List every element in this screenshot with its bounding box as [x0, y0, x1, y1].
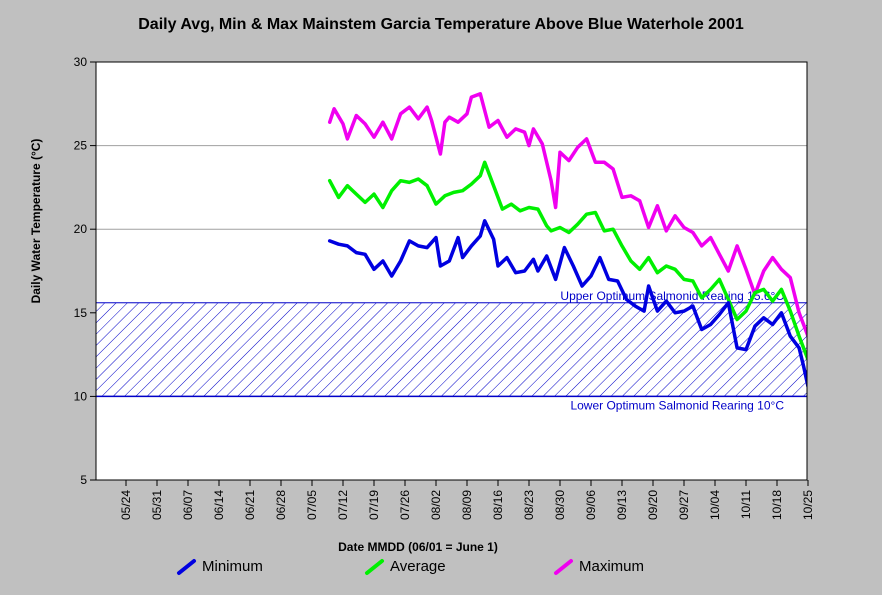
x-axis-label: Date MMDD (06/01 = June 1): [338, 540, 498, 554]
y-tick-label-5: 5: [80, 473, 87, 487]
x-tick-label: 07/26: [398, 490, 412, 520]
x-tick-label: 05/24: [119, 490, 133, 520]
x-tick-label: 06/14: [212, 490, 226, 520]
x-tick-label: 06/07: [181, 490, 195, 520]
x-tick-label: 08/30: [553, 490, 567, 520]
x-tick-label: 10/04: [708, 490, 722, 520]
x-tick-label: 10/25: [801, 490, 815, 520]
y-tick-label-25: 25: [74, 139, 88, 153]
legend-swatch-average: [365, 559, 384, 575]
plot-frame: [95, 61, 808, 481]
x-tick-label: 10/18: [770, 490, 784, 520]
series-line-minimum: [327, 219, 807, 388]
x-tick-label: 06/21: [243, 490, 257, 520]
legend-swatch-maximum: [554, 559, 573, 575]
x-tick-label: 07/12: [336, 490, 350, 520]
x-tick-label: 08/09: [460, 490, 474, 520]
x-tick-label: 09/13: [615, 490, 629, 520]
series-line-average: [327, 160, 807, 362]
plot-background: [96, 62, 807, 480]
x-tick-label: 05/31: [150, 490, 164, 520]
y-tick-label-15: 15: [74, 306, 88, 320]
x-tick-label: 09/27: [677, 490, 691, 520]
x-tick-label: 06/28: [274, 490, 288, 520]
x-tick-label: 07/05: [305, 490, 319, 520]
legend-label-minimum: Minimum: [202, 558, 263, 575]
series-line-maximum: [327, 92, 807, 338]
y-tick-label-30: 30: [74, 55, 88, 69]
y-tick-label-20: 20: [74, 222, 88, 236]
legend-label-maximum: Maximum: [579, 558, 645, 575]
y-tick-label-10: 10: [74, 389, 88, 403]
legend-swatch-minimum: [177, 559, 196, 575]
x-tick-label: 07/19: [367, 490, 381, 520]
x-tick-label: 08/16: [491, 490, 505, 520]
x-tick-label: 10/11: [739, 490, 753, 519]
legend-label-average: Average: [390, 558, 446, 575]
x-tick-label: 08/02: [429, 490, 443, 520]
lower-optimum-label: Lower Optimum Salmonid Rearing 10°C: [570, 398, 784, 412]
x-tick-label: 09/20: [646, 490, 660, 520]
x-tick-label: 08/23: [522, 490, 536, 520]
chart-title: Daily Avg, Min & Max Mainstem Garcia Tem…: [138, 16, 744, 33]
optimum-rearing-band: [95, 302, 808, 397]
x-tick-label: 09/06: [584, 490, 598, 520]
